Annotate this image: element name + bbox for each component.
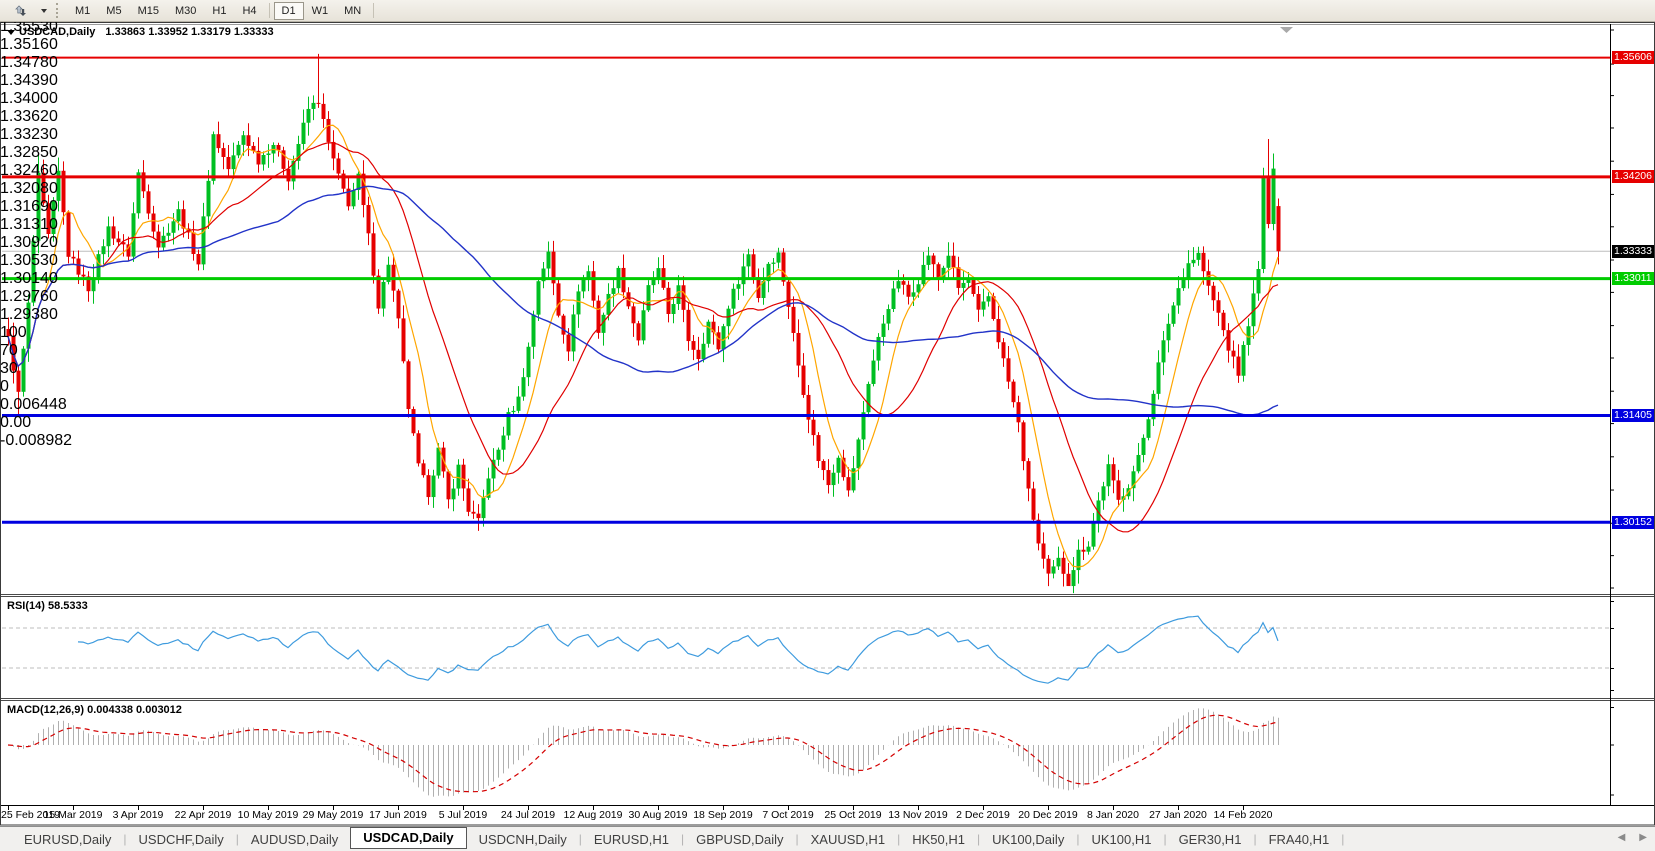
toolbar-separator	[373, 3, 375, 18]
tabs-scroll-left-icon[interactable]: ◀	[1617, 832, 1626, 843]
price-badge-1.34206[interactable]: 1.34206	[1612, 170, 1654, 184]
tab-uk100-h1[interactable]: UK100,H1	[1091, 831, 1152, 847]
price-badge-1.33011[interactable]: 1.33011	[1612, 272, 1654, 286]
tab-eurusd-h1[interactable]: EURUSD,H1	[593, 831, 669, 847]
tab-ger30-h1[interactable]: GER30,H1	[1178, 831, 1242, 847]
price-badge-1.33333[interactable]: 1.33333	[1612, 244, 1654, 258]
ma-line-55	[7, 185, 1279, 416]
rsi-value: 58.5333	[47, 600, 88, 612]
tab-separator: |	[578, 832, 582, 846]
price-badge-1.31405[interactable]: 1.31405	[1612, 408, 1654, 422]
candlestick-series	[6, 53, 1281, 594]
tab-separator: |	[976, 832, 981, 846]
tab-separator: |	[795, 832, 799, 846]
tab-separator: |	[235, 832, 239, 846]
tab-usdcad-daily[interactable]: USDCAD,Daily	[350, 826, 467, 849]
timeframe-button-M5[interactable]: M5	[98, 2, 129, 20]
timeframe-button-M15[interactable]: M15	[130, 2, 167, 20]
rsi-line	[77, 615, 1279, 684]
tab-gbpusd-daily[interactable]: GBPUSD,Daily	[696, 831, 784, 847]
timeframe-button-D1[interactable]: D1	[273, 1, 304, 20]
main-price-panel[interactable]	[2, 53, 1610, 594]
price-badge-1.35606[interactable]: 1.35606	[1612, 51, 1654, 65]
tab-eurusd-daily[interactable]: EURUSD,Daily	[24, 831, 112, 847]
triangle-down-icon[interactable]	[7, 29, 15, 35]
tab-uk100-daily[interactable]: UK100,Daily	[992, 831, 1065, 847]
price-badge-1.30152[interactable]: 1.30152	[1612, 515, 1654, 529]
toolbar-separator	[268, 3, 270, 18]
toolbar-grip-handle[interactable]	[56, 3, 61, 18]
tab-separator: |	[897, 832, 901, 846]
chart-title: USDCAD,Daily 1.33863 1.33952 1.33179 1.3…	[7, 26, 274, 38]
macd-signal-line	[7, 714, 1279, 793]
tab-fra40-h1[interactable]: FRA40,H1	[1268, 831, 1330, 847]
rsi-panel[interactable]	[2, 615, 1610, 684]
chart-mode-dropdown-button[interactable]	[36, 2, 52, 20]
tab-usdchf-daily[interactable]: USDCHF,Daily	[138, 831, 224, 847]
tab-separator: |	[1076, 832, 1080, 846]
macd-panel-label: MACD(12,26,9) 0.004338 0.003012	[7, 704, 182, 716]
time-axis[interactable]	[0, 806, 1610, 826]
tab-separator: |	[680, 832, 685, 846]
toolbar: M1 M5 M15 M30 H1 H4 D1 W1 MN	[0, 0, 1655, 22]
chart-ohlc-values: 1.33863 1.33952 1.33179 1.33333	[105, 26, 274, 38]
timeframe-button-H1[interactable]: H1	[204, 2, 234, 20]
tab-audusd-daily[interactable]: AUDUSD,Daily	[250, 831, 339, 847]
tab-separator: |	[1253, 832, 1257, 846]
timeframe-button-W1[interactable]: W1	[304, 2, 337, 20]
tab-separator: |	[1163, 832, 1167, 846]
timeframe-button-M1[interactable]: M1	[67, 2, 98, 20]
macd-values: 0.004338 0.003012	[87, 704, 182, 716]
macd-panel[interactable]	[7, 708, 1279, 797]
tab-separator: |	[1341, 832, 1345, 846]
tab-xauusd-h1[interactable]: XAUUSD,H1	[810, 831, 886, 847]
macd-name: MACD(12,26,9)	[7, 704, 85, 716]
chart-mode-button[interactable]	[6, 2, 36, 20]
timeframe-button-MN[interactable]: MN	[336, 2, 369, 20]
chart-symbol-label: USDCAD,Daily	[19, 26, 96, 38]
timeframe-button-M30[interactable]: M30	[167, 2, 204, 20]
ma-line-20	[7, 142, 1279, 533]
tab-usdcnh-daily[interactable]: USDCNH,Daily	[478, 831, 567, 847]
tab-separator: |	[123, 832, 127, 846]
tab-scroll-arrows: ◀ ▶	[1618, 832, 1647, 844]
chart-tabs-bar: EURUSD,Daily | USDCHF,Daily | AUDUSD,Daily US…	[0, 826, 1655, 851]
timeframe-toolbar: M1 M5 M15 M30 H1 H4 D1 W1 MN	[67, 1, 378, 20]
double-arrow-icon	[15, 4, 26, 16]
rsi-name: RSI(14)	[7, 600, 45, 612]
caret-down-icon	[41, 8, 47, 13]
tabs-scroll-right-icon[interactable]: ▶	[1639, 832, 1647, 843]
tab-hk50-h1[interactable]: HK50,H1	[912, 831, 965, 847]
timeframe-button-H4[interactable]: H4	[234, 2, 264, 20]
rsi-panel-label: RSI(14) 58.5333	[7, 600, 88, 612]
shift-triangle-icon[interactable]	[1280, 27, 1293, 33]
